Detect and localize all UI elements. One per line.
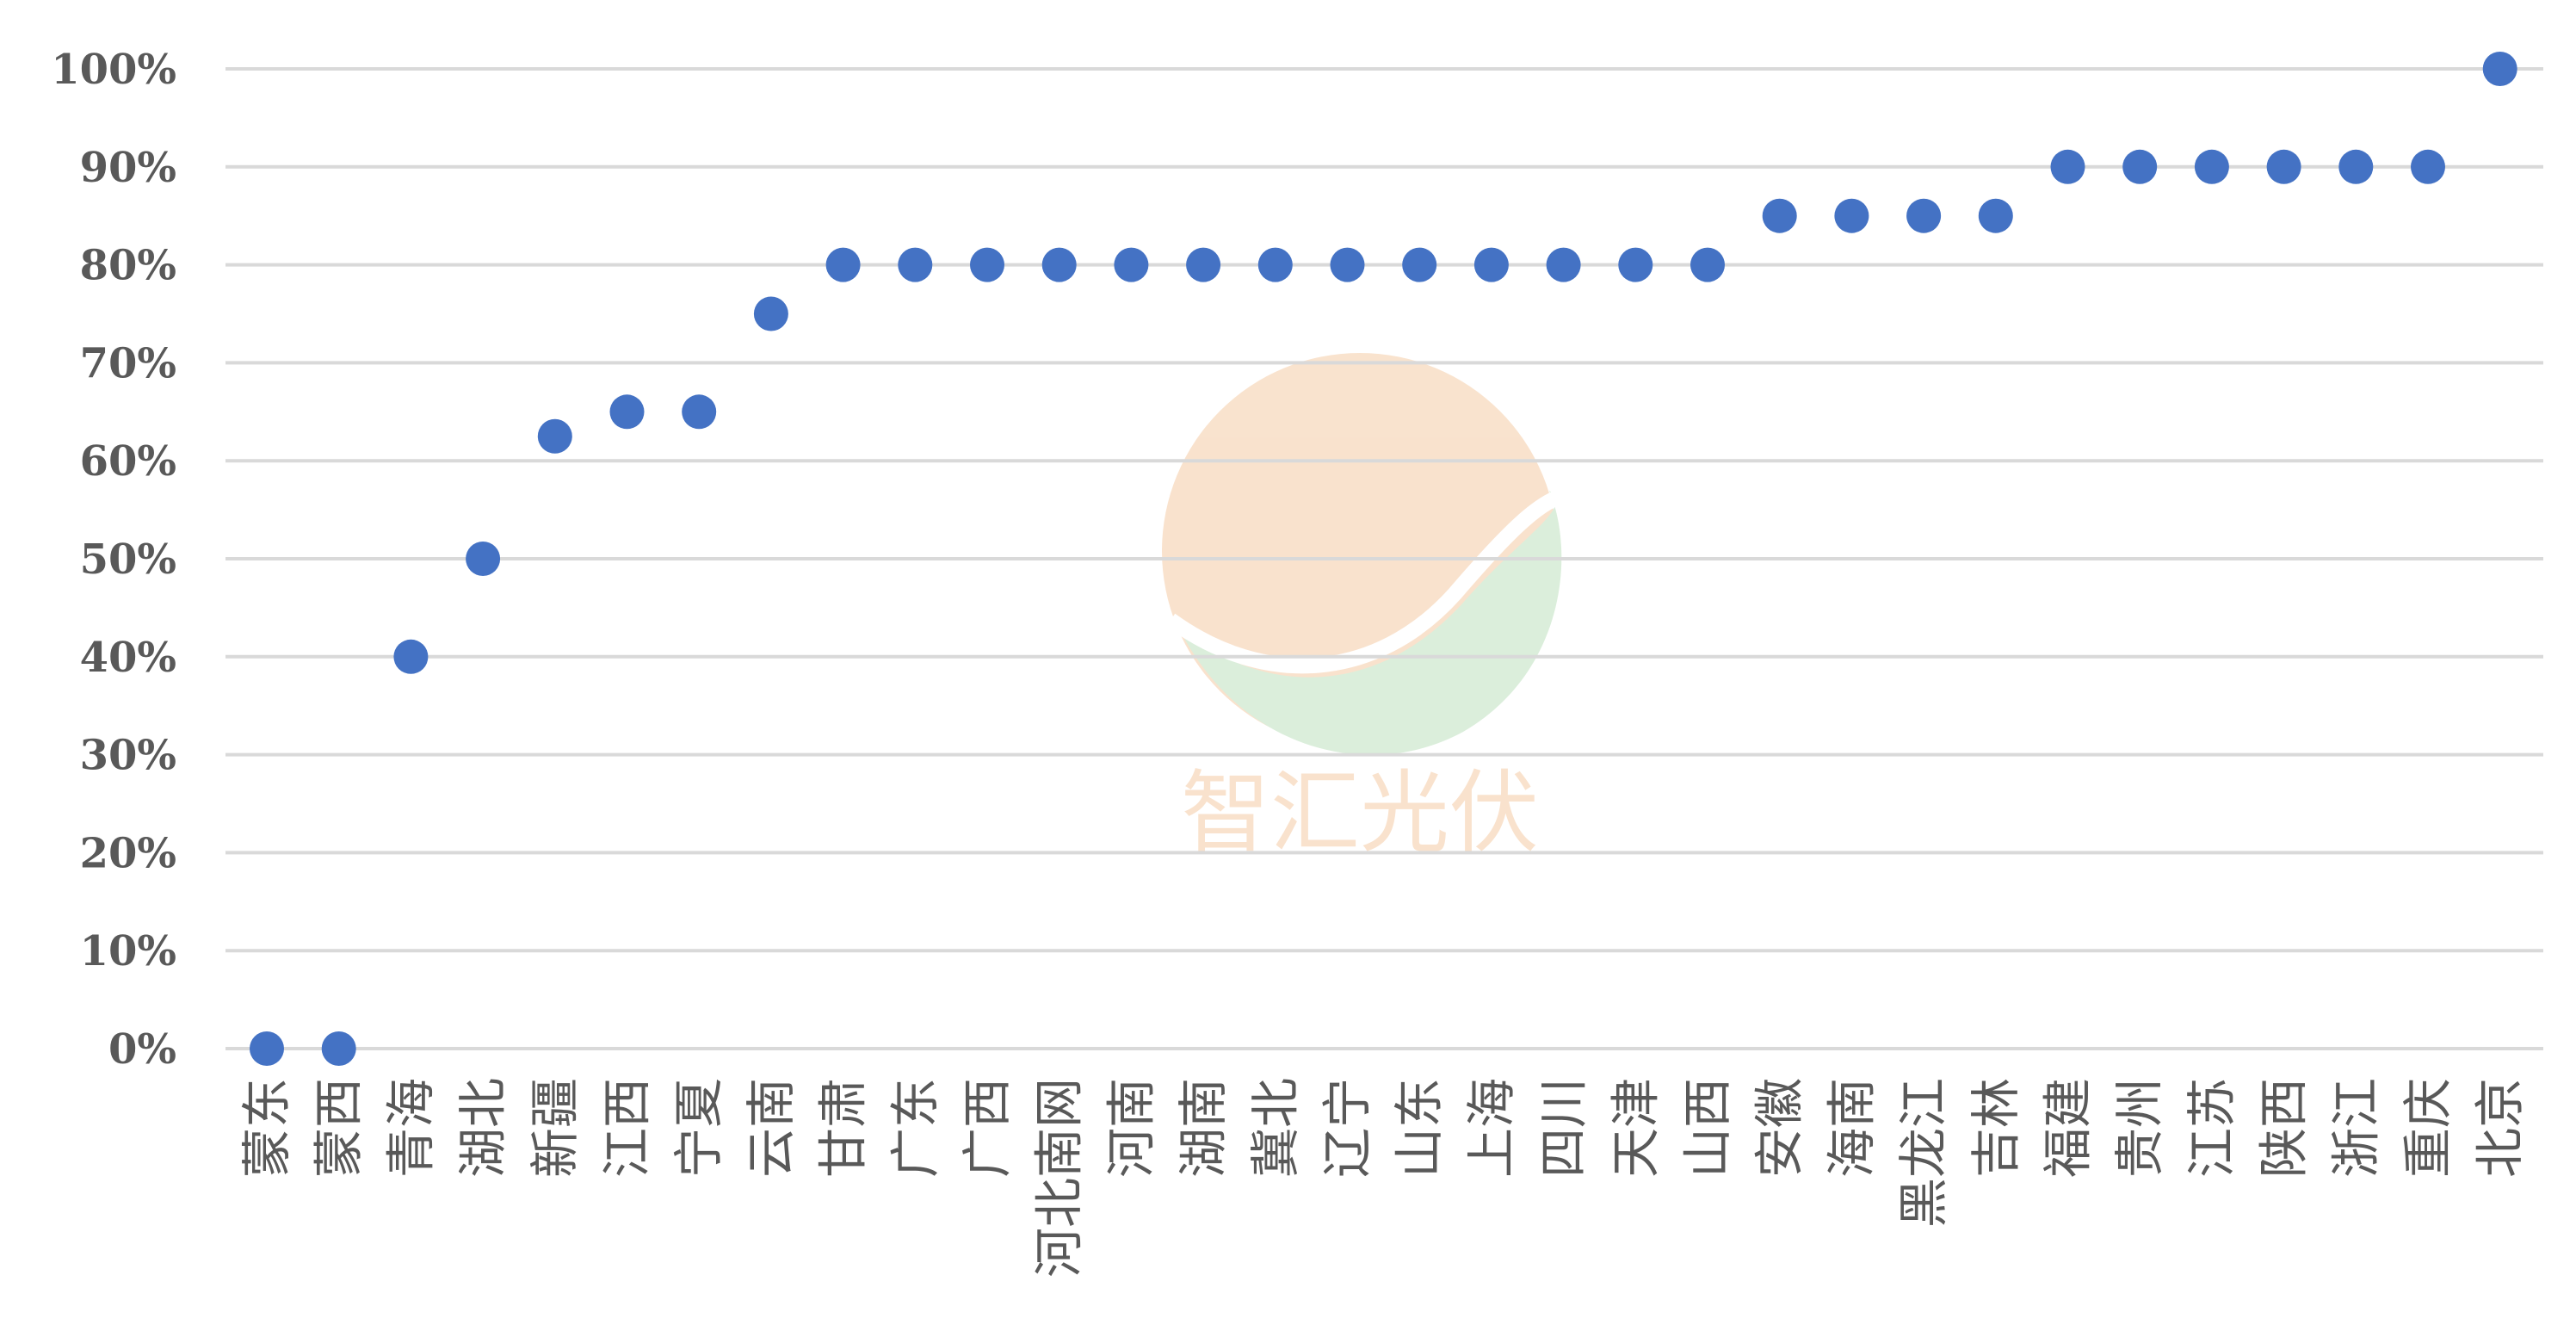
y-axis-ticks: 0% 10% 20% 30% 40% 50% 60% 70% 80% 90% 100% <box>51 46 176 1074</box>
watermark-text: 智汇光伏 <box>1181 760 1539 865</box>
x-tick-label: 四川 <box>1535 1078 1593 1178</box>
data-point <box>1618 247 1653 282</box>
watermark-logo: 智汇光伏 <box>1162 353 1569 865</box>
x-tick-label: 广西 <box>958 1078 1016 1178</box>
y-tick-label: 100% <box>51 46 176 94</box>
data-point <box>1186 247 1221 282</box>
data-points <box>250 52 2517 1066</box>
data-point <box>970 247 1004 282</box>
y-tick-label: 20% <box>80 829 176 877</box>
y-tick-label: 0% <box>108 1025 176 1074</box>
data-point <box>753 296 788 331</box>
y-tick-label: 40% <box>80 634 176 682</box>
data-point <box>1906 198 1942 233</box>
data-point <box>1114 247 1149 282</box>
x-tick-label: 辽宁 <box>1319 1078 1377 1178</box>
data-point <box>1978 198 2013 233</box>
data-point <box>682 394 717 430</box>
y-tick-label: 30% <box>80 732 176 780</box>
data-point <box>250 1031 284 1066</box>
x-tick-label: 河北南网 <box>1030 1078 1089 1278</box>
x-tick-label: 蒙东 <box>238 1078 296 1178</box>
data-point <box>2122 149 2158 184</box>
x-axis-ticks: 蒙东 蒙西 青海 湖北 新疆 江西 宁夏 云南 甘肃 广东 广西 河北南网 河南 湖南 冀北 辽宁 山东 上海 四川… <box>238 1078 2530 1278</box>
x-tick-label: 陕西 <box>2255 1078 2313 1178</box>
x-tick-label: 宁夏 <box>670 1078 728 1178</box>
data-point <box>1257 247 1293 282</box>
y-tick-label: 10% <box>80 927 176 975</box>
data-point <box>825 247 861 282</box>
data-point <box>2050 149 2085 184</box>
gridlines <box>225 67 2543 1050</box>
data-point <box>1690 247 1725 282</box>
x-tick-label: 安徽 <box>1751 1078 1809 1178</box>
x-tick-label: 新疆 <box>526 1078 584 1178</box>
y-tick-label: 50% <box>80 535 176 584</box>
x-tick-label: 重庆 <box>2399 1078 2457 1178</box>
x-tick-label: 河南 <box>1102 1078 1160 1178</box>
x-tick-label: 江西 <box>598 1078 657 1178</box>
data-point <box>321 1031 356 1066</box>
data-point <box>1762 198 1797 233</box>
data-point <box>1402 247 1437 282</box>
data-point <box>1473 247 1509 282</box>
x-tick-label: 浙江 <box>2326 1078 2385 1178</box>
x-tick-label: 湖南 <box>1174 1078 1232 1178</box>
watermark-leaf-shape <box>1179 491 1562 755</box>
data-point <box>1330 247 1365 282</box>
data-point <box>1546 247 1581 282</box>
x-tick-label: 天津 <box>1606 1078 1665 1178</box>
data-point <box>2266 149 2301 184</box>
data-point <box>1041 247 1077 282</box>
x-tick-label: 海南 <box>1822 1078 1881 1178</box>
x-tick-label: 吉林 <box>1967 1078 2025 1178</box>
x-tick-label: 蒙西 <box>310 1078 368 1178</box>
data-point <box>2338 149 2374 184</box>
x-tick-label: 福建 <box>2039 1078 2097 1178</box>
x-tick-label: 山东 <box>1390 1078 1449 1178</box>
data-point <box>2194 149 2229 184</box>
x-tick-label: 上海 <box>1462 1078 1521 1178</box>
x-tick-label: 黑龙江 <box>1894 1078 1953 1228</box>
x-tick-label: 贵州 <box>2110 1078 2169 1178</box>
data-point <box>609 394 645 430</box>
x-tick-label: 北京 <box>2471 1078 2530 1178</box>
x-tick-label: 甘肃 <box>814 1078 873 1178</box>
data-point <box>2411 149 2445 184</box>
x-tick-label: 云南 <box>742 1078 800 1178</box>
x-tick-label: 青海 <box>381 1078 440 1178</box>
data-point <box>393 639 429 674</box>
x-tick-label: 江苏 <box>2183 1078 2241 1178</box>
data-point <box>537 418 572 454</box>
x-tick-label: 湖北 <box>454 1078 512 1178</box>
data-point <box>1834 198 1869 233</box>
x-tick-label: 冀北 <box>1246 1078 1305 1178</box>
data-point <box>2482 52 2517 86</box>
y-tick-label: 90% <box>80 144 176 192</box>
y-tick-label: 70% <box>80 339 176 387</box>
x-tick-label: 广东 <box>886 1078 944 1178</box>
data-point <box>898 247 933 282</box>
x-tick-label: 山西 <box>1678 1078 1737 1178</box>
y-tick-label: 80% <box>80 242 176 290</box>
data-point <box>466 542 501 576</box>
y-tick-label: 60% <box>80 437 176 486</box>
